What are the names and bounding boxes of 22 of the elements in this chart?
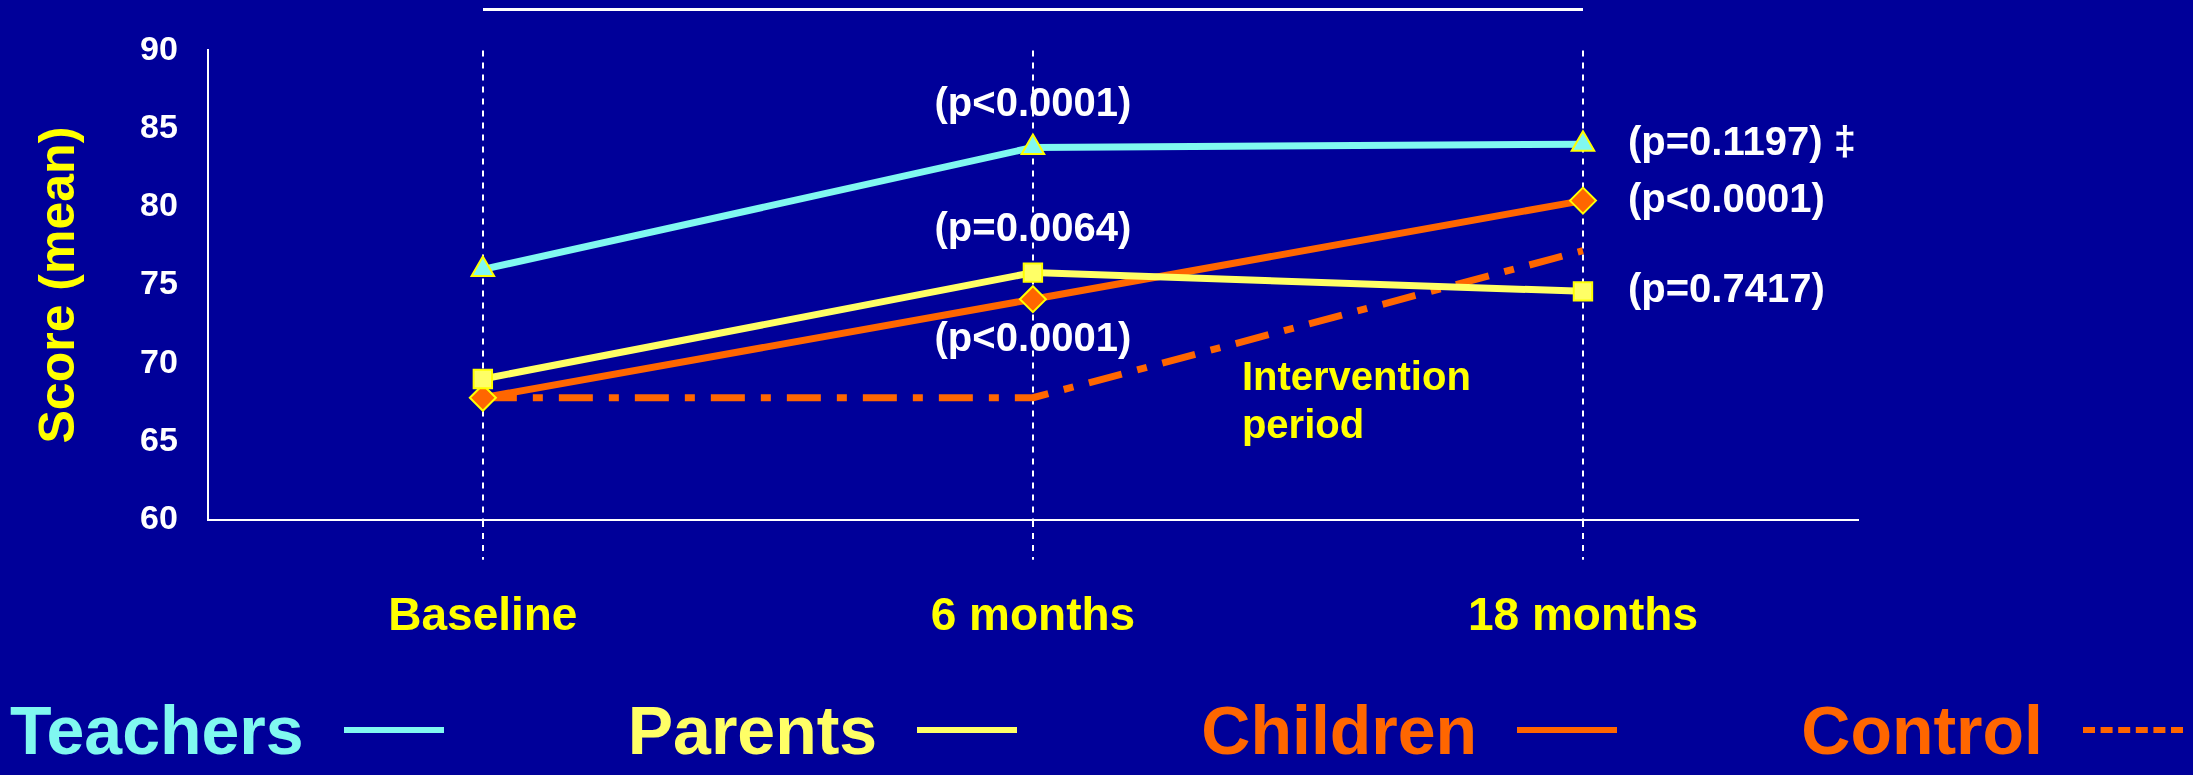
y-tick-label: 65 — [139, 419, 178, 458]
y-tick-label: 90 — [139, 28, 178, 67]
x-tick-label: 6 months — [930, 588, 1136, 641]
annotation: (p<0.0001) — [934, 314, 1132, 359]
legend-label: Children — [1201, 691, 1478, 769]
annotation: Intervention period — [1241, 354, 1471, 447]
y-tick-label: 80 — [139, 185, 178, 224]
y-tick-label: 70 — [139, 341, 178, 380]
legend-label: Parents — [627, 691, 878, 769]
annotation: (p<0.0001) — [934, 80, 1132, 125]
y-tick-label: 85 — [139, 107, 178, 146]
y-tick-label: 60 — [139, 498, 178, 537]
x-tick-label: Baseline — [388, 588, 578, 641]
annotation: (p=0.7417) — [1627, 266, 1825, 311]
annotation: (p<0.0001) — [1627, 175, 1825, 220]
legend-label: Teachers — [10, 691, 304, 769]
x-tick-label: 18 months — [1467, 588, 1698, 641]
annotation: (p=0.1197) ‡ — [1627, 119, 1856, 164]
annotation: (p=0.0064) — [934, 205, 1132, 250]
legend-label: Control — [1801, 691, 2043, 769]
y-axis-title: Score (mean) — [28, 126, 85, 444]
y-tick-label: 75 — [139, 263, 178, 302]
